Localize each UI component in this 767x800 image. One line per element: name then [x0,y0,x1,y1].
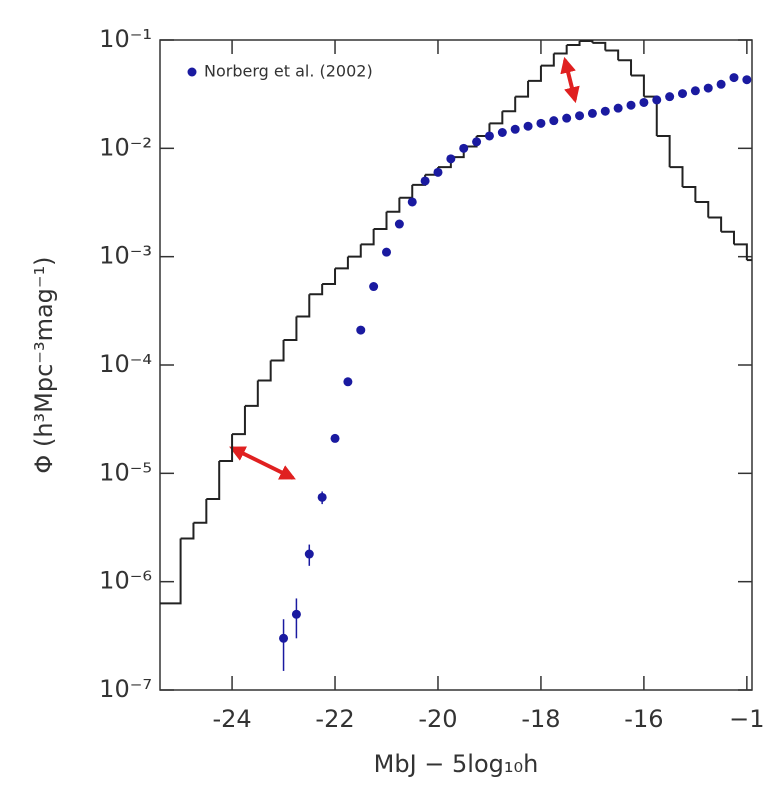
histogram-step [257,360,272,382]
histogram-step [579,39,594,43]
data-point [562,113,572,123]
histogram-step [682,185,697,202]
y-tick-label: 10⁻³ [99,242,152,270]
histogram-step [347,244,362,258]
histogram-step [335,256,349,270]
data-point [716,79,726,89]
histogram-step [206,460,221,500]
data-point [665,92,675,102]
y-tick-label: 10⁻¹ [99,25,152,53]
histogram-step [160,538,182,605]
x-tick-label: -20 [418,705,457,733]
data-point [433,167,443,177]
histogram-step [540,53,555,67]
histogram-step [515,80,530,98]
histogram-step [566,40,581,46]
data-point [600,106,610,116]
x-tick-label: -16 [624,705,663,733]
histogram-step [386,197,401,213]
data-point [523,121,533,131]
histogram-step [219,434,234,462]
data-point [678,89,688,99]
data-point [369,282,379,292]
histogram-step [669,166,684,187]
y-tick-label: 10⁻⁷ [99,675,152,703]
data-point [394,219,404,229]
data-point [510,124,520,134]
data-point [317,492,327,502]
data-point [279,633,289,643]
data-point [575,111,585,121]
histogram-step [489,111,504,125]
histogram-step [309,283,324,296]
data-point [472,137,482,147]
histogram-step [399,184,414,199]
data-point [742,75,752,85]
histogram-step [180,522,195,540]
histogram-step [553,44,568,55]
arrow [560,56,580,104]
histogram-step [721,230,735,245]
histogram-step [631,74,645,97]
data-point [330,433,340,443]
data-point [626,100,636,110]
x-tick-label: -22 [315,705,354,733]
data-point [497,128,507,138]
y-tick-label: 10⁻² [99,133,152,161]
histogram-step [605,49,620,61]
data-point [343,377,353,387]
histogram-step [592,41,607,51]
x-tick-label: -24 [212,705,251,733]
data-point [652,95,662,105]
data-point [690,86,700,96]
data-point [613,103,623,113]
histogram-step [322,268,337,285]
data-point [549,116,559,126]
data-point [587,108,597,118]
histogram-step [244,380,259,407]
data-point [459,143,469,153]
data-point [639,97,649,107]
y-tick-label: 10⁻⁴ [99,350,152,378]
histogram-step [528,65,542,82]
histogram-step [283,316,298,342]
histogram-step [502,96,517,113]
legend-marker [187,67,197,77]
data-point [382,247,392,257]
histogram-step [232,405,246,436]
histogram-step [656,134,671,168]
histogram-step [270,340,285,362]
x-tick-label: -18 [521,705,560,733]
histogram-step [360,229,375,246]
histogram-step [695,200,710,218]
histogram-step [296,294,311,318]
data-point [484,131,494,141]
legend-label: Norberg et al. (2002) [204,62,373,81]
data-point [356,325,366,335]
histogram-step [373,211,388,231]
y-axis-label: Φ (h³Mpc⁻³mag⁻¹) [30,256,58,473]
data-point [291,609,301,619]
arrow [229,446,296,480]
histogram-step [618,59,633,76]
y-tick-label: 10⁻⁶ [99,567,152,595]
data-point [729,73,739,83]
data-point [407,197,417,207]
data-point [536,118,546,128]
y-tick-label: 10⁻⁵ [99,458,152,486]
histogram-step [193,498,208,524]
plot-frame [159,39,753,691]
histogram-step [733,243,748,261]
histogram-step [708,216,723,232]
data-point [446,154,456,164]
data-point [304,549,314,559]
x-axis-label: MbJ − 5log₁₀h [374,750,539,778]
data-point [703,83,713,93]
data-point [420,176,430,186]
x-tick-label: −1 [729,705,764,733]
